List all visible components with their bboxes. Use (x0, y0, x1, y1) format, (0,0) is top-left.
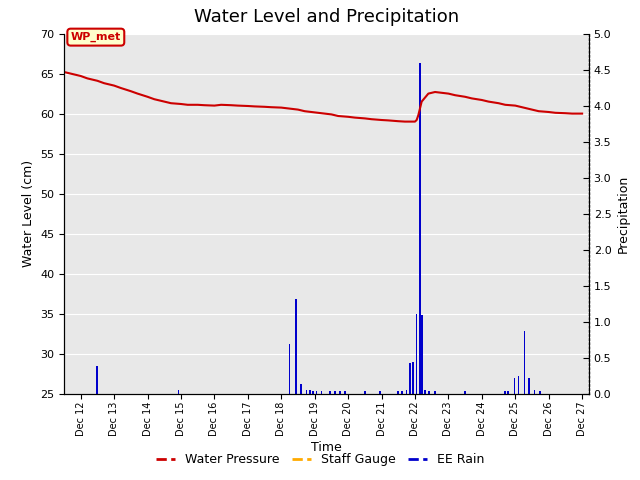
Bar (312, 391, 314, 394)
Title: Water Level and Precipitation: Water Level and Precipitation (194, 9, 459, 26)
Bar (504, 391, 506, 394)
Y-axis label: Precipitation: Precipitation (617, 174, 630, 253)
Bar (422, 315, 423, 394)
Bar (507, 391, 509, 394)
Bar (419, 63, 421, 394)
Bar (529, 378, 530, 394)
Bar (301, 384, 302, 394)
Bar (329, 391, 331, 394)
Bar (397, 391, 399, 394)
Bar (309, 390, 310, 394)
Bar (334, 391, 335, 394)
Bar (321, 391, 322, 394)
Bar (316, 391, 317, 394)
Bar (289, 344, 291, 394)
Bar (412, 361, 414, 394)
Bar (434, 391, 436, 394)
Bar (534, 390, 536, 394)
Bar (518, 376, 520, 394)
Bar (305, 390, 307, 394)
Bar (344, 391, 346, 394)
Bar (424, 390, 426, 394)
Y-axis label: Water Level (cm): Water Level (cm) (22, 160, 35, 267)
Bar (96, 366, 97, 394)
Bar (428, 391, 430, 394)
Bar (178, 390, 179, 394)
Bar (379, 391, 381, 394)
Legend: Water Pressure, Staff Gauge, EE Rain: Water Pressure, Staff Gauge, EE Rain (151, 448, 489, 471)
Bar (406, 390, 408, 394)
Bar (514, 378, 515, 394)
X-axis label: Time: Time (311, 442, 342, 455)
Bar (524, 331, 525, 394)
Text: WP_met: WP_met (70, 32, 121, 42)
Bar (464, 391, 466, 394)
Bar (339, 391, 340, 394)
Bar (540, 391, 541, 394)
Bar (401, 391, 403, 394)
Bar (409, 363, 411, 394)
Bar (364, 391, 365, 394)
Bar (416, 313, 417, 394)
Bar (296, 299, 297, 394)
